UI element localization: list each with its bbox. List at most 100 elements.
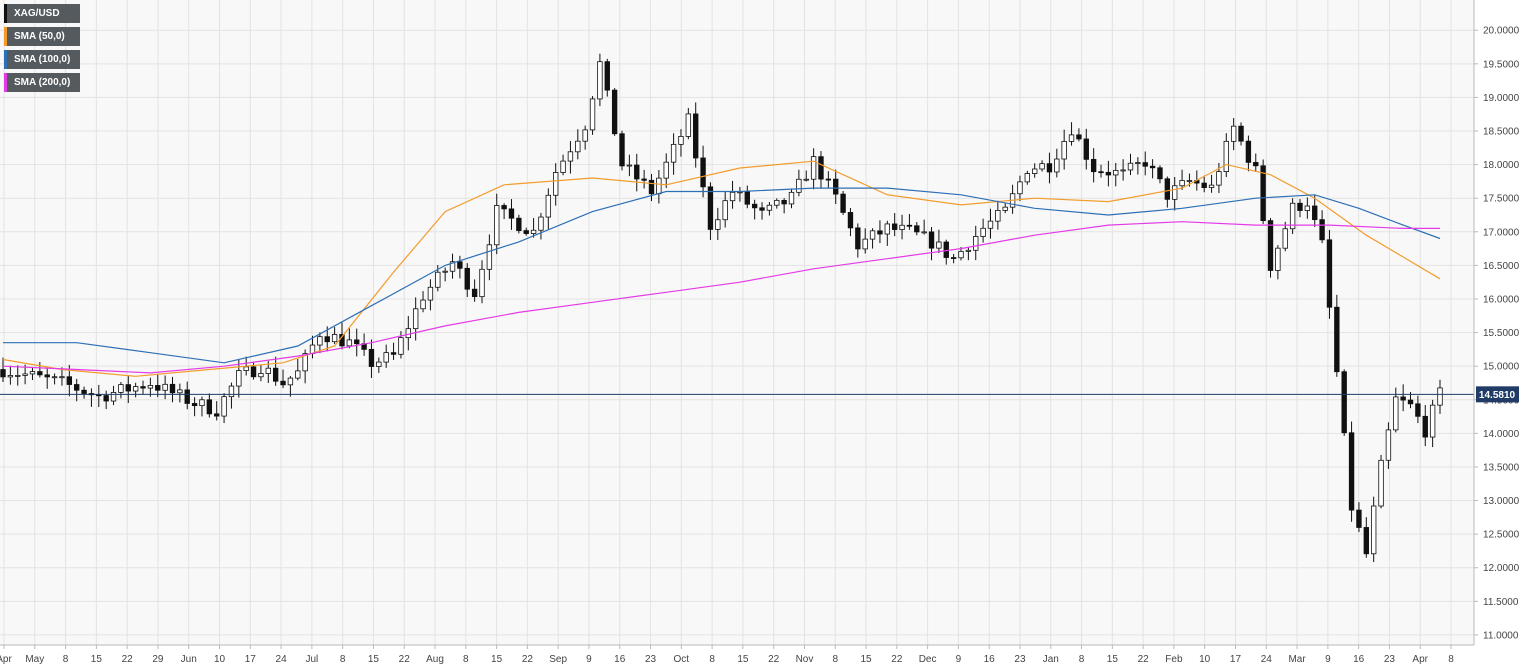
legend-swatch: [4, 27, 7, 46]
candle-body-down: [471, 288, 478, 298]
legend-item-xagusd[interactable]: XAG/USD: [4, 4, 81, 23]
chart-legend: XAG/USD SMA (50,0) SMA (100,0) SMA (200,…: [4, 4, 81, 92]
candle-body-up: [110, 392, 117, 402]
y-tick-label: 15.0000: [1483, 362, 1520, 373]
candle-body-up: [302, 353, 308, 372]
candle-body-up: [803, 178, 809, 181]
candle-body-down: [1201, 182, 1207, 189]
y-tick-label: 13.0000: [1483, 496, 1520, 507]
candle-body-up: [1289, 202, 1296, 230]
candle-body-up: [317, 336, 323, 346]
x-tick-label: 8: [463, 654, 469, 665]
candle-body-down: [906, 224, 913, 227]
candle-body-down: [280, 380, 286, 386]
candle-body-down: [641, 178, 647, 181]
candle-body-up: [729, 191, 736, 202]
candle-body-down: [464, 267, 470, 290]
candle-body-up: [427, 286, 434, 301]
x-tick-label: 17: [245, 654, 257, 665]
candle-body-up: [1186, 180, 1193, 182]
candle-body-up: [663, 161, 669, 179]
candle-body-down: [611, 89, 618, 135]
candle-body-up: [420, 299, 426, 310]
candle-body-up: [545, 194, 552, 218]
candle-body-up: [1113, 169, 1119, 176]
candle-body-down: [1415, 403, 1421, 417]
x-tick-label: 15: [860, 654, 872, 665]
x-tick-label: Feb: [1165, 654, 1183, 665]
candle-body-down: [103, 395, 109, 402]
candle-body-down: [74, 384, 80, 391]
candle-body-down: [44, 374, 50, 378]
candle-body-up: [177, 389, 183, 394]
x-tick-label: 9: [586, 654, 592, 665]
y-axis: 11.0000 11.5000 12.0000 12.5000 13.0000 13.50…: [1474, 26, 1520, 641]
candle-body-up: [59, 376, 65, 379]
plot-background: [0, 0, 1474, 645]
candle-body-down: [1076, 134, 1082, 140]
candle-body-up: [442, 270, 448, 273]
sma50-line: [2, 160, 1441, 377]
x-tick-label: 9: [956, 654, 962, 665]
legend-swatch: [4, 50, 7, 69]
candle-body-up: [258, 373, 264, 378]
price-tag-text: 14.5810: [1479, 390, 1516, 401]
candle-body-down: [125, 384, 131, 392]
x-axis: Apr May 8 15 22 29 Jun 10 17 24 Jul 8 15 22 Aug 8 15 22 Se…: [0, 645, 1454, 665]
x-tick-label: Aug: [426, 654, 444, 665]
candle-body-down: [508, 208, 515, 219]
candle-body-up: [147, 385, 154, 389]
candle-body-down: [1326, 239, 1333, 308]
x-tick-label: 22: [1138, 654, 1150, 665]
y-tick-label: 12.5000: [1483, 530, 1520, 541]
candle-body-up: [1017, 181, 1023, 195]
candle-body-up: [530, 229, 537, 234]
x-tick-label: 23: [1384, 654, 1396, 665]
candle-body-up: [582, 129, 588, 142]
candle-body-up: [1068, 134, 1075, 142]
candle-body-down: [928, 231, 935, 249]
candle-body-up: [766, 204, 773, 211]
candle-body-up: [1385, 429, 1392, 461]
candle-body-up: [678, 136, 684, 145]
candle-body-up: [1370, 505, 1377, 555]
candle-body-up: [162, 383, 168, 391]
candle-body-up: [1223, 140, 1229, 172]
candle-body-up: [331, 334, 338, 343]
candle-body-down: [1356, 509, 1362, 528]
legend-item-sma200[interactable]: SMA (200,0): [4, 73, 81, 92]
candle-body-down: [840, 193, 846, 213]
candle-body-down: [855, 227, 861, 250]
x-tick-label: 22: [891, 654, 903, 665]
x-tick-label: Jun: [181, 654, 197, 665]
candle-body-down: [214, 413, 220, 417]
candle-body-up: [958, 250, 964, 259]
candle-body-up: [1024, 173, 1031, 183]
y-tick-label: 14.0000: [1483, 429, 1520, 440]
y-tick-label: 17.5000: [1483, 194, 1520, 205]
candle-body-down: [191, 403, 198, 407]
candle-body-up: [1061, 141, 1067, 160]
candle-body-up: [1304, 205, 1311, 211]
y-tick-label: 16.0000: [1483, 294, 1520, 305]
candle-body-up: [921, 231, 927, 234]
candle-body-up: [494, 205, 500, 246]
candle-body-up: [1393, 396, 1399, 431]
legend-swatch: [4, 73, 7, 92]
candle-body-down: [1341, 371, 1347, 434]
y-tick-label: 15.5000: [1483, 328, 1520, 339]
candle-body-down: [1149, 165, 1156, 169]
candle-body-down: [1253, 162, 1259, 167]
legend-item-sma50[interactable]: SMA (50,0): [4, 27, 81, 46]
candle-body-up: [685, 113, 692, 137]
x-tick-label: 10: [1199, 654, 1211, 665]
legend-item-sma100[interactable]: SMA (100,0): [4, 50, 81, 69]
legend-label: SMA (200,0): [14, 77, 71, 88]
candle-body-down: [516, 217, 522, 231]
y-tick-label: 11.0000: [1483, 630, 1519, 641]
candle-body-down: [1407, 399, 1414, 405]
candle-body-down: [818, 156, 824, 180]
candle-body-down: [648, 179, 655, 195]
candle-body-down: [1260, 165, 1266, 222]
candle-body-up: [567, 151, 574, 162]
